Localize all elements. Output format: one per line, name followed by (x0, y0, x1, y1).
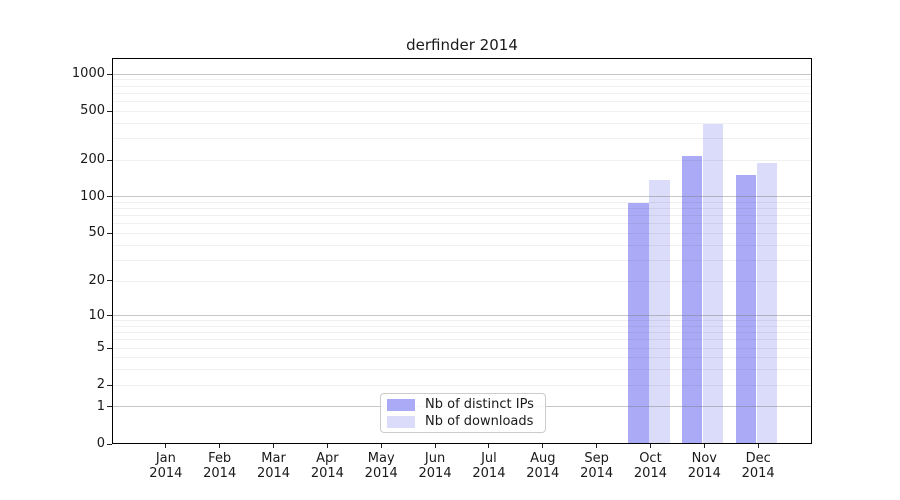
gridline-minor-8 (112, 325, 812, 327)
x-tick-mark-may (380, 444, 382, 448)
y-tick-mark-50 (107, 232, 112, 234)
chart-title: derfinder 2014 (406, 36, 518, 54)
gridline-minor-5 (112, 347, 812, 349)
bar-downloads-nov (702, 124, 724, 444)
x-tick-mark-apr (326, 444, 328, 448)
x-tick-label-nov: Nov 2014 (687, 451, 721, 481)
x-tick-label-dec: Dec 2014 (741, 451, 775, 481)
gridline-minor-600 (112, 100, 812, 102)
legend-label-distinct-ips: Nb of distinct IPs (425, 397, 534, 412)
x-tick-mark-aug (542, 444, 544, 448)
y-tick-mark-2 (107, 384, 112, 386)
x-tick-mark-jun (434, 444, 436, 448)
x-tick-mark-mar (273, 444, 275, 448)
gridline-minor-50 (112, 233, 812, 234)
legend-swatch-downloads (387, 415, 415, 428)
gridline-minor-900 (112, 79, 812, 81)
legend-item-downloads: Nb of downloads (387, 414, 539, 429)
gridline-minor-800 (112, 85, 812, 87)
gridline-minor-80 (112, 208, 812, 210)
gridline-minor-40 (112, 244, 812, 246)
gridline-minor-90 (112, 202, 812, 203)
x-tick-mark-oct (649, 444, 651, 448)
x-tick-label-oct: Oct 2014 (633, 451, 667, 481)
gridline-minor-500 (112, 110, 812, 112)
x-tick-mark-jul (488, 444, 490, 448)
y-tick-label-10: 10 (88, 307, 105, 323)
x-tick-label-may: May 2014 (364, 451, 398, 481)
bar-downloads-dec (756, 163, 778, 444)
gridline-major-10 (112, 315, 812, 317)
legend: Nb of distinct IPs Nb of downloads (380, 393, 546, 433)
gridline-minor-30 (112, 259, 812, 261)
y-tick-mark-200 (107, 159, 112, 161)
y-tick-label-5: 5 (96, 340, 105, 356)
legend-item-distinct-ips: Nb of distinct IPs (387, 397, 539, 412)
bar-distinct-ips-oct (628, 203, 649, 444)
gridline-minor-20 (112, 280, 812, 282)
y-tick-mark-100 (107, 196, 112, 198)
x-tick-mark-sep (596, 444, 598, 448)
gridline-minor-60 (112, 223, 812, 225)
gridline-major-100 (112, 196, 812, 198)
x-tick-label-apr: Apr 2014 (310, 451, 344, 481)
x-tick-label-jan: Jan 2014 (149, 451, 183, 481)
gridline-major-1000 (112, 73, 812, 75)
gridline-minor-700 (112, 92, 812, 94)
x-tick-mark-feb (219, 444, 221, 448)
bar-downloads-oct (649, 180, 670, 444)
x-tick-label-sep: Sep 2014 (580, 451, 614, 481)
gridline-minor-200 (112, 159, 812, 161)
x-tick-mark-dec (757, 444, 759, 448)
gridline-minor-7 (112, 332, 812, 334)
bar-distinct-ips-dec (735, 175, 757, 444)
y-tick-label-1000: 1000 (71, 66, 105, 82)
y-tick-label-200: 200 (80, 152, 105, 168)
x-tick-label-mar: Mar 2014 (256, 451, 291, 481)
bars-layer (112, 58, 812, 444)
gridline-minor-2 (112, 384, 812, 386)
legend-swatch-distinct-ips (387, 398, 415, 411)
gridline-minor-70 (112, 215, 812, 217)
gridline-minor-400 (112, 122, 812, 124)
gridline-minor-300 (112, 137, 812, 139)
x-tick-mark-nov (703, 444, 705, 448)
y-tick-label-20: 20 (88, 272, 105, 288)
gridline-minor-4 (112, 357, 812, 359)
legend-label-downloads: Nb of downloads (425, 414, 534, 429)
y-tick-mark-10 (107, 315, 112, 317)
x-tick-mark-jan (165, 444, 167, 448)
y-tick-mark-1 (107, 406, 112, 408)
grid-layer (112, 58, 812, 444)
y-tick-mark-20 (107, 280, 112, 282)
x-tick-label-jul: Jul 2014 (472, 451, 506, 481)
y-tick-mark-5 (107, 347, 112, 349)
x-tick-label-jun: Jun 2014 (418, 451, 452, 481)
y-tick-label-50: 50 (88, 225, 105, 241)
y-tick-mark-0 (107, 443, 112, 445)
gridline-minor-6 (112, 339, 812, 341)
gridline-minor-3 (112, 369, 812, 371)
bar-distinct-ips-nov (681, 156, 703, 444)
y-tick-label-500: 500 (80, 103, 105, 119)
x-tick-label-aug: Aug 2014 (526, 451, 560, 481)
gridline-minor-9 (112, 320, 812, 322)
y-tick-label-1: 1 (96, 398, 105, 414)
y-tick-label-100: 100 (80, 188, 105, 204)
y-tick-label-0: 0 (96, 436, 105, 451)
plot-area (112, 58, 812, 444)
y-tick-mark-1000 (107, 73, 112, 75)
y-tick-mark-500 (107, 110, 112, 112)
y-tick-label-2: 2 (96, 377, 105, 393)
x-tick-label-feb: Feb 2014 (203, 451, 237, 481)
